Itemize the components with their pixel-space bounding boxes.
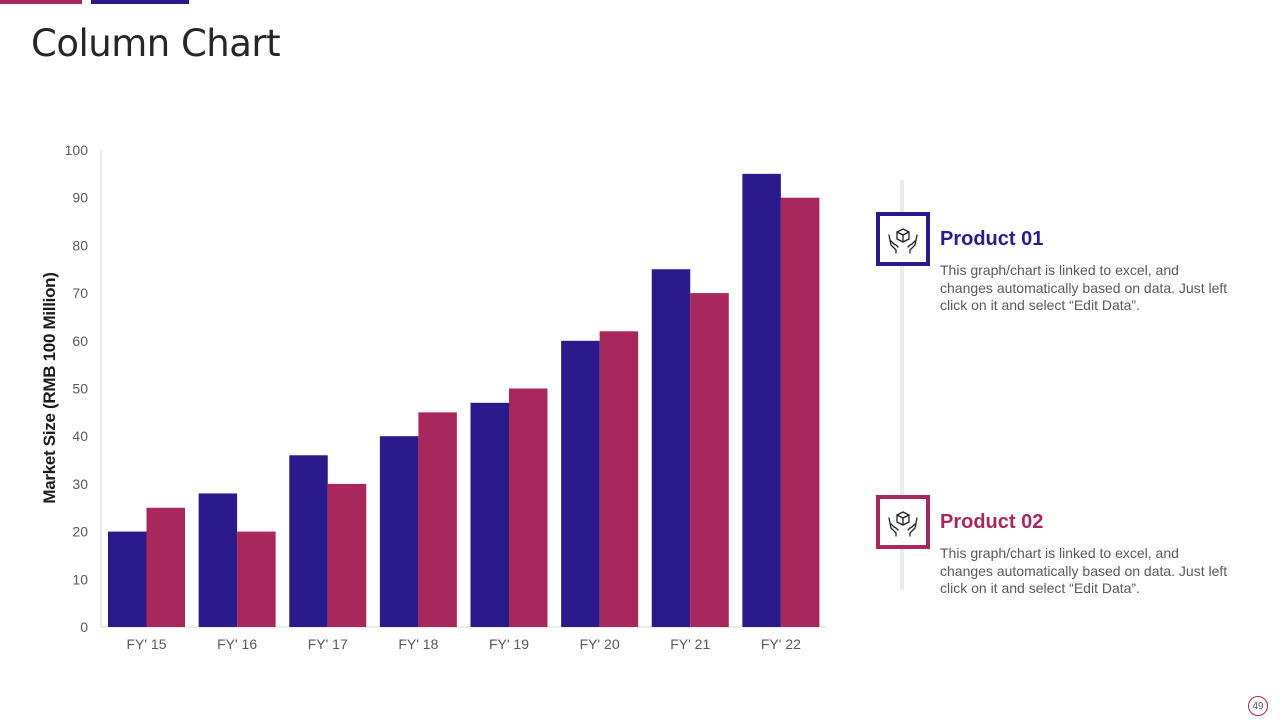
- x-tick-label: FY' 20: [580, 636, 620, 652]
- y-axis-title: Market Size (RMB 100 Million): [40, 272, 59, 504]
- bar-product-01[interactable]: [651, 269, 691, 627]
- y-tick-label: 0: [80, 619, 88, 635]
- x-tick-label: FY' 18: [398, 636, 438, 652]
- x-tick-label: FY' 17: [308, 636, 348, 652]
- legend-text-product-02: This graph/chart is linked to excel, and…: [940, 545, 1228, 596]
- page-title: Column Chart: [31, 22, 281, 65]
- x-tick-label: FY' 16: [217, 636, 257, 652]
- bar-product-02[interactable]: [418, 412, 457, 627]
- y-tick-label: 60: [72, 333, 88, 349]
- y-tick-label: 90: [72, 190, 88, 206]
- hands-box-icon: [888, 511, 918, 537]
- legend-text-product-01: This graph/chart is linked to excel, and…: [940, 262, 1228, 313]
- y-tick-label: 40: [72, 428, 88, 444]
- bar-product-01[interactable]: [470, 402, 510, 627]
- x-tick-label: FY' 19: [489, 636, 529, 652]
- bar-product-01[interactable]: [289, 455, 328, 627]
- bar-product-01[interactable]: [198, 493, 238, 627]
- bar-product-01[interactable]: [379, 436, 419, 627]
- y-tick-label: 30: [72, 476, 88, 492]
- column-chart[interactable]: 0 10 20 30 40 50 60 70 80 90 100 FY' 15 FY' 16 FY' 17…: [0, 0, 860, 680]
- bar-product-02[interactable]: [327, 483, 367, 627]
- y-tick-label: 80: [72, 237, 88, 253]
- x-tick-label: FY' 15: [126, 636, 166, 652]
- bar-product-02[interactable]: [780, 197, 820, 627]
- bar-product-01[interactable]: [742, 173, 781, 627]
- y-tick-label: 10: [72, 571, 88, 587]
- bar-product-01[interactable]: [561, 340, 600, 627]
- y-tick-label: 100: [65, 142, 89, 158]
- bar-product-02[interactable]: [146, 507, 186, 627]
- bar-product-02[interactable]: [599, 331, 639, 627]
- x-tick-label: FY' 22: [761, 636, 801, 652]
- legend-icon-box-product-02: [876, 495, 930, 549]
- legend-divider-line: [900, 180, 904, 590]
- y-tick-label: 70: [72, 285, 88, 301]
- accent-bar-pink: [0, 0, 82, 4]
- y-tick-label: 20: [72, 524, 88, 540]
- legend-title-product-01: Product 01: [940, 228, 1044, 250]
- page-number: 49: [1248, 696, 1268, 716]
- y-tick-label: 50: [72, 381, 88, 397]
- x-tick-label: FY' 21: [670, 636, 710, 652]
- bar-product-02[interactable]: [237, 531, 276, 627]
- hands-box-icon: [888, 228, 918, 254]
- legend-title-product-02: Product 02: [940, 511, 1044, 533]
- bar-product-02[interactable]: [690, 293, 729, 627]
- bar-product-01[interactable]: [108, 531, 147, 627]
- bar-product-02[interactable]: [509, 388, 548, 628]
- legend-icon-box-product-01: [876, 212, 930, 266]
- accent-bar-blue: [91, 0, 189, 4]
